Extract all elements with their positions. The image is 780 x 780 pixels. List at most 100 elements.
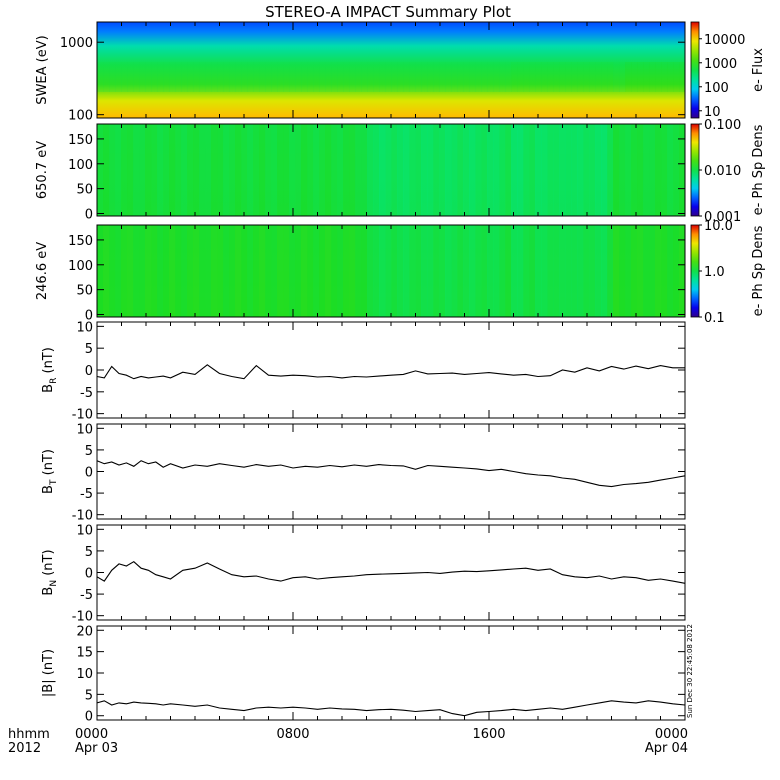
heatmap-cell: [325, 124, 332, 216]
heatmap-cell: [547, 62, 554, 92]
heatmap-cell: [619, 225, 626, 317]
heatmap-cell: [619, 124, 626, 216]
heatmap-cell: [571, 225, 578, 317]
heatmap-cell: [253, 225, 260, 317]
heatmap-cell: [481, 225, 488, 317]
heatmap-cell: [553, 62, 560, 92]
time-tick-label: 0000: [75, 727, 108, 742]
heatmap-cell: [199, 225, 206, 317]
heatmap-cell: [187, 62, 194, 92]
series-line-3: [96, 561, 686, 584]
heatmap-cell: [661, 62, 668, 92]
y-tick-label: 5: [85, 444, 93, 459]
panel-frame-5: 10 5 0 -5 -10 BT (nT): [41, 422, 686, 524]
heatmap-cell: [505, 225, 512, 317]
heatmap-cell: [409, 225, 416, 317]
y-tick-label: 15: [76, 646, 93, 661]
heatmap-background: [97, 22, 685, 118]
heatmap-cell: [325, 62, 332, 92]
heatmap-cell: [607, 62, 614, 92]
heatmap-cell: [301, 124, 308, 216]
y-axis-label: BT (nT): [41, 449, 59, 494]
heatmap-cell: [133, 124, 140, 216]
heatmap-cell: [427, 62, 434, 92]
timestamp-label: Sun Dec 30 22:45:08 2012: [686, 624, 694, 718]
y-axis-label: BR (nT): [41, 347, 59, 393]
heatmap-cell: [601, 124, 608, 216]
y-tick-label: 0: [85, 364, 93, 379]
y-axis-label-sub: T: [49, 479, 59, 486]
heatmap-cell: [433, 62, 440, 92]
heatmap-cell: [313, 124, 320, 216]
heatmap-cell: [673, 225, 680, 317]
heatmap-cell: [229, 62, 236, 92]
heatmap-cell: [109, 62, 116, 92]
y-axis-label: BN (nT): [41, 549, 59, 595]
heatmap-cell: [439, 124, 446, 216]
heatmap-cell: [607, 225, 614, 317]
y-tick-label: -5: [80, 588, 93, 603]
heatmap-cell: [133, 225, 140, 317]
heatmap-cell: [169, 62, 176, 92]
heatmap-cell: [337, 124, 344, 216]
heatmap-cell: [463, 225, 470, 317]
heatmap-cell: [343, 225, 350, 317]
heatmap-cell: [193, 62, 200, 92]
heatmap-cell: [523, 225, 530, 317]
series-line-4: [96, 700, 686, 717]
heatmap-cell: [499, 62, 506, 92]
heatmap-cell: [565, 124, 572, 216]
heatmap-cell: [565, 62, 572, 92]
heatmap-cell: [163, 62, 170, 92]
heatmap-cell: [421, 62, 428, 92]
y-tick-label: 10: [76, 422, 93, 437]
heatmap-cell: [463, 62, 470, 92]
heatmap-cell: [187, 225, 194, 317]
heatmap-cell: [133, 62, 140, 92]
heatmap-cell: [385, 225, 392, 317]
heatmap-panel-2: [97, 124, 686, 216]
heatmap-cell: [391, 124, 398, 216]
heatmap-cell: [577, 124, 584, 216]
heatmap-cell: [439, 225, 446, 317]
heatmap-cell: [445, 62, 452, 92]
heatmap-cell: [349, 225, 356, 317]
heatmap-cell: [151, 225, 158, 317]
heatmap-cell: [565, 225, 572, 317]
heatmap-cell: [259, 62, 266, 92]
heatmap-cell: [283, 124, 290, 216]
heatmap-cell: [655, 62, 662, 92]
y-tick-label: 100: [68, 259, 93, 274]
y-axis-label-unit: (nT): [41, 449, 56, 479]
y-tick-label: 0: [85, 309, 93, 324]
heatmap-cell: [445, 124, 452, 216]
heatmap-cell: [277, 62, 284, 92]
heatmap-cell: [559, 62, 566, 92]
heatmap-cell: [601, 62, 608, 92]
heatmap-cell: [301, 225, 308, 317]
heatmap-cell: [211, 62, 218, 92]
heatmap-cell: [181, 124, 188, 216]
y-axis-label-main: B: [41, 485, 56, 494]
heatmap-cell: [463, 124, 470, 216]
panel-frame-3: 150 100 50 0 246.6 eV 10.0 1.0 0.1 e- Ph Sp Dens: [35, 219, 766, 326]
y-tick-label: 20: [76, 624, 93, 639]
heatmap-cell: [493, 225, 500, 317]
heatmap-cell: [373, 62, 380, 92]
colorbar-tick-label: 10000: [704, 33, 745, 48]
heatmap-cell: [283, 225, 290, 317]
y-tick-label: 5: [85, 688, 93, 703]
heatmap-cell: [253, 62, 260, 92]
heatmap-cell: [613, 225, 620, 317]
heatmap-cell: [103, 124, 110, 216]
heatmap-cell: [247, 225, 254, 317]
heatmap-cell: [397, 62, 404, 92]
heatmap-cell: [403, 62, 410, 92]
heatmap-cell: [367, 124, 374, 216]
heatmap-cell: [529, 124, 536, 216]
heatmap-cell: [409, 124, 416, 216]
heatmap-cell: [157, 225, 164, 317]
y-axis-label: 246.6 eV: [35, 242, 50, 300]
heatmap-cell: [259, 225, 266, 317]
heatmap-cell: [649, 62, 656, 92]
